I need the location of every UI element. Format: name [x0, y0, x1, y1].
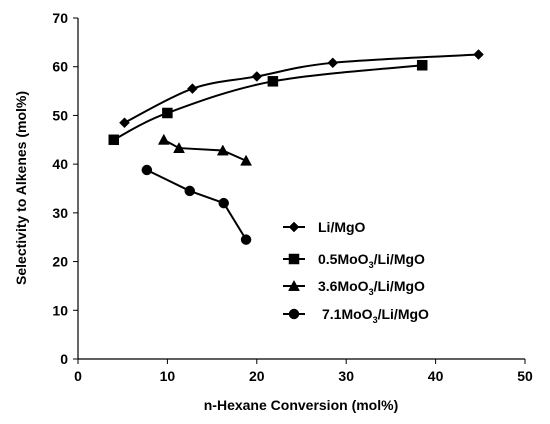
- y-axis-title: Selectivity to Alkenes (mol%): [13, 91, 29, 285]
- legend-marker: [288, 279, 300, 291]
- series-line: [124, 53, 479, 124]
- series-4: [141, 164, 252, 245]
- data-point: [251, 71, 263, 82]
- legend-label: 7.1MoO3/Li/MgO: [322, 306, 429, 325]
- legend-marker: [288, 253, 300, 265]
- data-point: [119, 117, 130, 129]
- data-point: [187, 83, 198, 94]
- data-point: [267, 76, 279, 87]
- series-2: [108, 60, 428, 146]
- y-tick-label: 30: [52, 205, 68, 221]
- axes: [77, 18, 525, 360]
- series-line: [146, 169, 247, 241]
- data-point: [157, 133, 170, 145]
- data-point: [184, 185, 195, 197]
- legend-label-part: /Li/MgO: [374, 251, 425, 267]
- series-line: [113, 64, 423, 141]
- y-tick-label: 20: [52, 254, 68, 270]
- y-tick-label: 70: [52, 10, 68, 26]
- x-tick-label: 20: [249, 368, 265, 384]
- legend-label-part: /Li/MgO: [378, 306, 429, 322]
- legend-label: 3.6MoO3/Li/MgO: [318, 278, 425, 297]
- data-point: [473, 49, 484, 60]
- legend-marker: [288, 308, 300, 320]
- legend-marker: [288, 221, 300, 233]
- legend-item: 7.1MoO3/Li/MgO: [283, 306, 429, 325]
- series-3: [157, 133, 252, 166]
- legend-label-part: 3: [373, 315, 378, 325]
- data-point: [240, 154, 252, 166]
- legend-label-part: /Li/MgO: [374, 278, 425, 294]
- series-layer: [108, 49, 484, 245]
- series-line: [163, 138, 247, 162]
- legend-label-part: 3: [369, 260, 374, 270]
- legend-item: Li/MgO: [283, 219, 366, 235]
- x-axis-ticks: 0 10 20 30 40 50: [74, 359, 533, 384]
- legend-item: 0.5MoO3/Li/MgO: [283, 251, 425, 270]
- data-point: [141, 164, 153, 176]
- y-axis-ticks: 0 10 20 30 40 50 60 70: [52, 10, 78, 367]
- series-1: [119, 49, 484, 129]
- x-tick-label: 30: [338, 368, 354, 384]
- data-point: [327, 57, 339, 69]
- y-tick-label: 50: [52, 107, 68, 123]
- data-point: [218, 197, 229, 209]
- data-point: [240, 234, 252, 245]
- legend-label: 0.5MoO3/Li/MgO: [318, 251, 425, 270]
- legend-item: 3.6MoO3/Li/MgO: [283, 278, 425, 297]
- legend-label-part: 3: [369, 287, 374, 297]
- x-axis-title: n-Hexane Conversion (mol%): [204, 397, 398, 413]
- y-tick-label: 10: [52, 302, 68, 318]
- legend-label-part: 3.6MoO: [318, 278, 369, 294]
- x-tick-label: 0: [74, 368, 82, 384]
- x-tick-label: 50: [517, 368, 533, 384]
- data-point: [416, 60, 428, 71]
- legend-label-part: 0.5MoO: [318, 251, 369, 267]
- legend-label-part: 7.1MoO: [322, 306, 373, 322]
- data-point: [173, 142, 185, 153]
- y-tick-label: 0: [60, 351, 68, 367]
- x-tick-label: 40: [428, 368, 444, 384]
- legend: Li/MgO0.5MoO3/Li/MgO3.6MoO3/Li/MgO7.1MoO…: [283, 219, 429, 325]
- legend-label: Li/MgO: [318, 219, 366, 235]
- data-point: [162, 107, 173, 119]
- x-tick-label: 10: [160, 368, 176, 384]
- y-tick-label: 60: [52, 59, 68, 75]
- y-tick-label: 40: [52, 156, 68, 172]
- data-point: [216, 144, 229, 156]
- legend-label-part: Li/MgO: [318, 219, 366, 235]
- data-point: [108, 134, 120, 146]
